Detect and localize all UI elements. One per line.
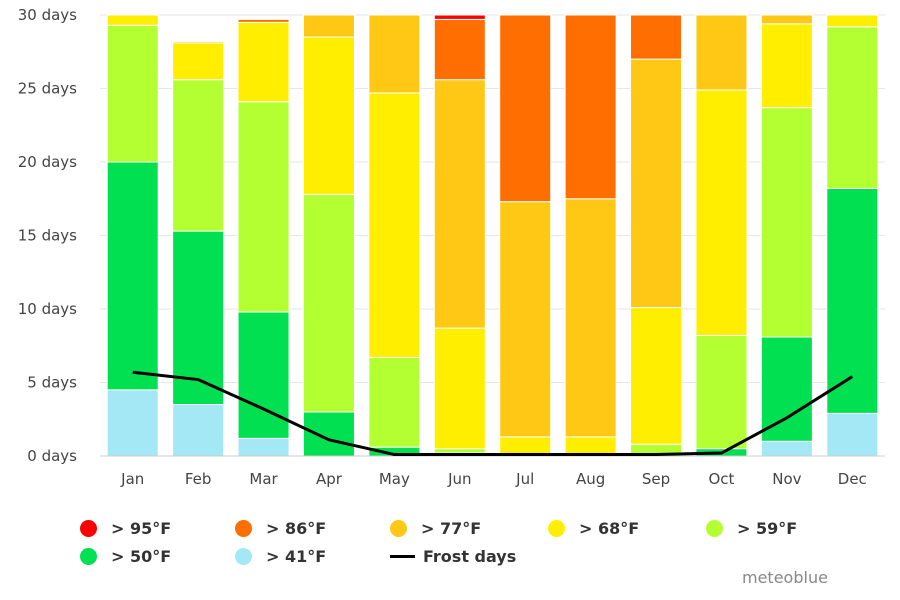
bar-86F-jun [433, 18, 486, 81]
bar-68F-dec [826, 14, 879, 28]
bar-77F-nov [760, 14, 813, 25]
x-tick-label-jun: Jun [447, 470, 471, 488]
legend-label-77f: > 77°F [421, 518, 482, 538]
legend-swatch-50f [80, 547, 97, 565]
legend-swatch-68f [548, 519, 565, 537]
bar-41F-feb [172, 404, 225, 457]
legend-label-59f: > 59°F [737, 518, 798, 538]
bar-59F-oct [695, 334, 748, 450]
y-tick-label-30: 30 days [18, 6, 77, 24]
bar-59F-feb [172, 79, 225, 232]
bar-77F-sep [630, 58, 683, 309]
y-tick-label-25: 25 days [18, 80, 77, 98]
legend-swatch-41f [235, 547, 252, 565]
bar-41F-jan [106, 389, 159, 457]
x-tick-label-aug: Aug [576, 470, 605, 488]
bar-50F-nov [760, 336, 813, 442]
x-tick-label-may: May [379, 470, 410, 488]
legend-item-95f[interactable]: > 95°F [80, 519, 235, 538]
bar-86F-jul [499, 14, 552, 203]
bar-41F-mar [237, 437, 290, 457]
bar-77F-jul [499, 201, 552, 438]
x-tick-label-jan: Jan [120, 470, 144, 488]
bar-50F-mar [237, 311, 290, 439]
bar-68F-may [368, 92, 421, 359]
bar-68F-oct [695, 89, 748, 336]
legend-item-86f[interactable]: > 86°F [235, 519, 390, 538]
bar-68F-feb [172, 42, 225, 81]
x-tick-label-feb: Feb [185, 470, 212, 488]
bar-68F-sep [630, 307, 683, 445]
legend-label-95f: > 95°F [111, 518, 172, 538]
bar-59F-dec [826, 26, 879, 189]
bar-68F-apr [302, 36, 355, 195]
legend-label-frost-days: Frost days [423, 546, 517, 566]
bar-86F-aug [564, 14, 617, 200]
y-tick-label-5: 5 days [27, 374, 77, 392]
x-tick-label-oct: Oct [708, 470, 734, 488]
legend-label-86f: > 86°F [266, 518, 327, 538]
bar-95F-jun [433, 14, 486, 20]
bar-59F-jun [433, 448, 486, 454]
bar-59F-may [368, 357, 421, 448]
legend-item-frost-days[interactable]: Frost days [390, 547, 516, 566]
bar-59F-jan [106, 24, 159, 163]
x-tick-label-jul: Jul [515, 470, 534, 488]
bar-68F-jun [433, 327, 486, 450]
y-tick-label-20: 20 days [18, 153, 77, 171]
bar-77F-may [368, 14, 421, 94]
y-tick-label-10: 10 days [18, 300, 77, 318]
legend-label-68f: > 68°F [579, 518, 640, 538]
bar-77F-aug [564, 198, 617, 438]
legend: > 95°F > 86°F > 77°F > 68°F > 59°F > 50°… [80, 514, 840, 570]
credit-meteoblue[interactable]: meteoblue [742, 568, 828, 587]
legend-item-50f[interactable]: > 50°F [80, 547, 235, 566]
frost-days-line [132, 370, 854, 457]
bar-59F-apr [302, 193, 355, 413]
legend-row-2: > 50°F > 41°F Frost days [80, 542, 840, 570]
legend-swatch-59f [706, 519, 723, 537]
bar-68F-jan [106, 14, 159, 26]
legend-swatch-77f [390, 519, 407, 537]
bar-68F-nov [760, 23, 813, 109]
x-tick-label-mar: Mar [249, 470, 278, 488]
legend-swatch-86f [235, 519, 252, 537]
legend-label-50f: > 50°F [111, 546, 172, 566]
bar-50F-apr [302, 411, 355, 457]
x-tick-label-apr: Apr [316, 470, 343, 488]
legend-item-41f[interactable]: > 41°F [235, 547, 390, 566]
x-tick-label-sep: Sep [642, 470, 670, 488]
bar-41F-dec [826, 412, 879, 457]
legend-row-1: > 95°F > 86°F > 77°F > 68°F > 59°F [80, 514, 840, 542]
bar-50F-feb [172, 230, 225, 406]
bar-77F-jun [433, 79, 486, 329]
bar-59F-mar [237, 101, 290, 313]
x-tick-label-dec: Dec [838, 470, 867, 488]
legend-label-41f: > 41°F [266, 546, 327, 566]
bar-86F-mar [237, 18, 290, 23]
y-tick-label-15: 15 days [18, 227, 77, 245]
legend-swatch-95f [80, 519, 97, 537]
bar-68F-mar [237, 21, 290, 103]
bar-59F-nov [760, 107, 813, 338]
legend-line-swatch-frost [390, 554, 415, 558]
y-tick-label-0: 0 days [27, 447, 77, 465]
bar-77F-feb [172, 40, 225, 44]
legend-item-68f[interactable]: > 68°F [548, 519, 706, 538]
legend-item-77f[interactable]: > 77°F [390, 519, 548, 538]
bar-77F-oct [695, 14, 748, 91]
stacked-bar-chart: 0 days 5 days 10 days 15 days 20 days 25 days… [18, 6, 885, 488]
x-tick-label-nov: Nov [772, 470, 801, 488]
bar-50F-dec [826, 187, 879, 414]
bar-41F-nov [760, 440, 813, 457]
bar-50F-jan [106, 161, 159, 391]
bar-86F-sep [630, 14, 683, 60]
legend-item-59f[interactable]: > 59°F [706, 519, 797, 538]
bar-77F-apr [302, 14, 355, 38]
